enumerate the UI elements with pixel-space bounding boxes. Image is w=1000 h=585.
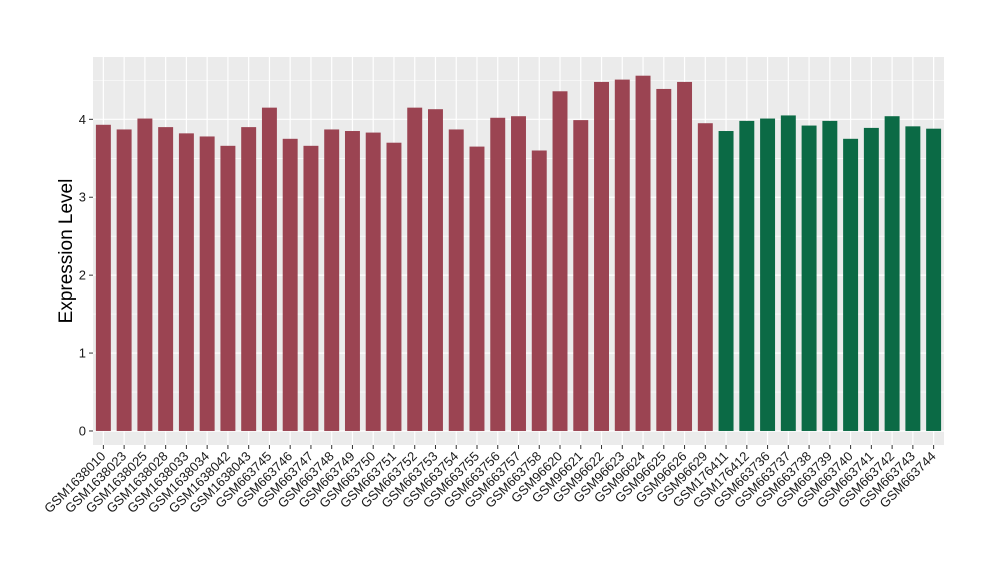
bar-GSM663755 — [469, 146, 485, 431]
bar-GSM663747 — [303, 145, 319, 431]
y-axis: 0 1 2 3 4 — [79, 112, 93, 438]
bar-GSM663751 — [386, 142, 402, 431]
bar-GSM96621 — [573, 120, 589, 431]
bar-GSM663752 — [407, 107, 423, 431]
y-tick-label: 1 — [79, 346, 86, 361]
bar-GSM663745 — [261, 107, 277, 431]
x-axis: GSM1638010GSM1638023GSM1638025GSM1638028… — [41, 445, 939, 516]
bar-GSM663740 — [843, 138, 859, 431]
bar-GSM1638028 — [158, 127, 174, 431]
bar-GSM663742 — [884, 116, 900, 431]
bar-GSM663746 — [282, 138, 298, 431]
bar-GSM663753 — [428, 109, 443, 431]
bar-GSM1638034 — [199, 136, 215, 431]
bar-GSM96626 — [677, 81, 693, 431]
y-tick-label: 3 — [79, 190, 86, 205]
bar-GSM176412 — [739, 120, 755, 431]
bar-GSM663754 — [448, 129, 464, 431]
bar-GSM1638023 — [116, 129, 132, 431]
bar-GSM96622 — [594, 81, 609, 431]
bar-GSM663748 — [324, 129, 340, 431]
bar-GSM1638025 — [137, 118, 153, 431]
bar-GSM663749 — [344, 131, 360, 431]
bar-GSM1638010 — [95, 124, 111, 431]
bar-GSM663758 — [531, 150, 547, 431]
bar-GSM96623 — [614, 79, 630, 431]
bar-GSM96629 — [697, 123, 713, 431]
bar-GSM96620 — [552, 91, 568, 431]
bar-GSM663741 — [863, 127, 879, 431]
bar-GSM96624 — [635, 75, 651, 431]
bar-GSM663739 — [822, 120, 838, 431]
y-axis-title: Expression Level — [56, 179, 77, 324]
bar-GSM176411 — [718, 131, 734, 431]
bar-GSM1638033 — [178, 133, 194, 431]
bar-GSM1638043 — [241, 127, 257, 431]
y-tick-label: 4 — [79, 112, 86, 127]
bar-GSM663750 — [365, 132, 381, 431]
bar-GSM663756 — [490, 117, 506, 431]
bars — [95, 75, 942, 431]
bar-GSM96625 — [656, 88, 672, 431]
y-tick-label: 0 — [79, 423, 86, 438]
bar-GSM663737 — [780, 115, 796, 431]
bar-GSM663738 — [801, 125, 817, 431]
bar-GSM1638042 — [220, 145, 236, 431]
bar-GSM663744 — [926, 128, 942, 431]
bar-GSM663736 — [760, 118, 776, 431]
bar-GSM663757 — [511, 116, 526, 431]
y-tick-label: 2 — [79, 268, 86, 283]
bar-GSM663743 — [905, 126, 921, 431]
